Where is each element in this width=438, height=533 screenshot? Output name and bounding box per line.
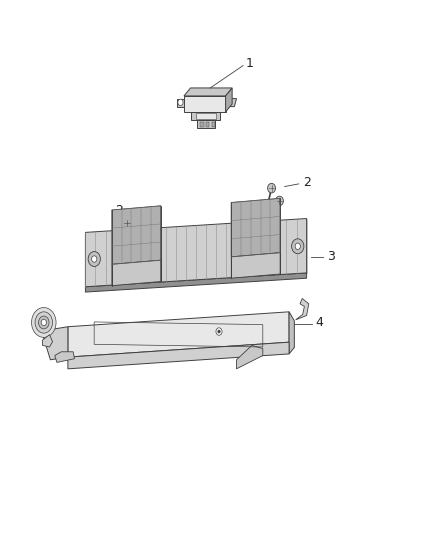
Circle shape <box>268 183 276 193</box>
Polygon shape <box>200 122 204 127</box>
Text: 2: 2 <box>303 176 311 189</box>
Polygon shape <box>112 260 161 286</box>
Polygon shape <box>55 352 74 362</box>
Polygon shape <box>237 345 263 369</box>
Polygon shape <box>184 96 226 112</box>
Polygon shape <box>231 253 280 278</box>
Polygon shape <box>112 206 161 264</box>
Polygon shape <box>197 120 215 128</box>
Polygon shape <box>206 122 209 127</box>
Circle shape <box>276 196 283 206</box>
Polygon shape <box>68 342 289 369</box>
Polygon shape <box>231 198 280 257</box>
Polygon shape <box>85 219 307 287</box>
Polygon shape <box>85 273 307 292</box>
Circle shape <box>218 330 220 333</box>
Text: 3: 3 <box>327 251 335 263</box>
Circle shape <box>178 99 183 106</box>
Polygon shape <box>212 122 215 127</box>
Polygon shape <box>191 112 220 120</box>
Text: 2: 2 <box>115 204 123 217</box>
Text: 1: 1 <box>246 58 254 70</box>
Polygon shape <box>42 335 53 347</box>
Polygon shape <box>42 327 68 360</box>
Polygon shape <box>196 113 216 119</box>
Circle shape <box>39 316 49 329</box>
Circle shape <box>92 256 97 262</box>
Polygon shape <box>226 99 237 107</box>
Circle shape <box>123 218 131 228</box>
Circle shape <box>32 308 56 337</box>
Polygon shape <box>177 99 184 107</box>
Polygon shape <box>289 312 294 354</box>
Circle shape <box>88 252 100 266</box>
Circle shape <box>295 243 300 249</box>
Circle shape <box>41 319 46 326</box>
Circle shape <box>35 312 53 333</box>
Circle shape <box>292 239 304 254</box>
Polygon shape <box>184 88 232 96</box>
Polygon shape <box>68 312 289 357</box>
Polygon shape <box>226 88 232 112</box>
Polygon shape <box>296 298 309 320</box>
Text: 4: 4 <box>316 316 324 329</box>
Circle shape <box>216 328 222 335</box>
